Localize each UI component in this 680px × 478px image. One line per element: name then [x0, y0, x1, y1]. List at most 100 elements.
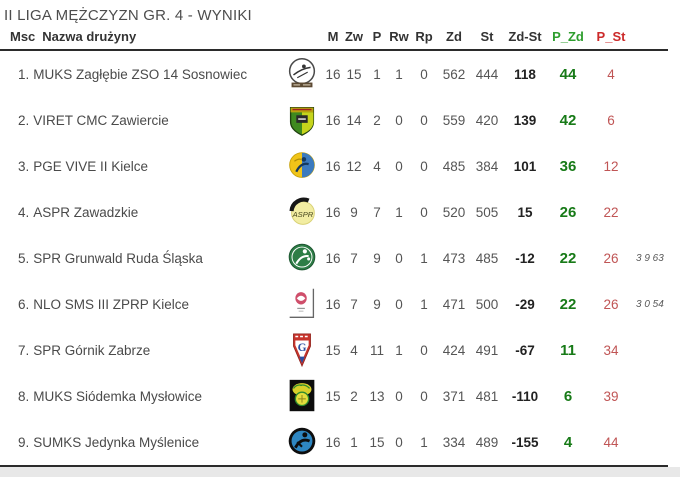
header-goals-for: Zd: [446, 29, 462, 44]
stat-extra: [632, 189, 668, 235]
stat-losses: 7: [373, 204, 381, 220]
stat-points-won: 42: [559, 111, 577, 129]
header-msc: Msc: [10, 29, 36, 44]
stat-draws-won: 0: [395, 112, 403, 128]
stat-points-lost: 34: [603, 342, 619, 358]
stat-losses: 9: [373, 250, 381, 266]
stat-goals-against: 489: [475, 434, 499, 450]
team-name: NLO SMS III ZPRP Kielce: [33, 296, 190, 312]
viret-zawiercie-logo-icon: [289, 106, 315, 136]
table-row: 3. PGE VIVE II Kielce 16 12 4 0 0 485 384…: [0, 143, 668, 189]
stat-draws-lost: 0: [420, 342, 428, 358]
team-name: MUKS Siódemka Mysłowice: [33, 388, 203, 404]
stat-goals-for: 485: [442, 158, 466, 174]
stat-goal-diff: 101: [513, 158, 537, 174]
team-name-cell: 8. MUKS Siódemka Mysłowice: [0, 373, 280, 419]
team-name-cell: 4. ASPR Zawadzkie: [0, 189, 280, 235]
team-name: SPR Górnik Zabrze: [33, 342, 151, 358]
stat-draws-lost: 1: [420, 250, 428, 266]
team-name-cell: 2. VIRET CMC Zawiercie: [0, 97, 280, 143]
team-rank: 9.: [18, 434, 30, 450]
stat-points-lost: 4: [607, 66, 615, 82]
stat-draws-won: 0: [395, 434, 403, 450]
table-row: 7. SPR Górnik Zabrze G 15 4 11 1 0 424 49…: [0, 327, 668, 373]
team-rank: 7.: [18, 342, 30, 358]
stat-draws-lost: 0: [420, 66, 428, 82]
aspr-zawadzkie-logo-icon: ASPR: [289, 197, 315, 225]
nlo-sms-zprp-logo-icon: [289, 288, 315, 318]
table-row: 4. ASPR Zawadzkie ASPR 16 9 7 1 0 520 505…: [0, 189, 668, 235]
stat-extra: [632, 97, 668, 143]
stat-goals-for: 473: [442, 250, 466, 266]
stat-points-won: 36: [559, 157, 577, 175]
header-draws-lost: Rp: [415, 29, 433, 44]
team-name: SPR Grunwald Ruda Śląska: [33, 250, 203, 266]
stat-draws-won: 1: [395, 204, 403, 220]
header-losses: P: [372, 29, 382, 44]
stat-losses: 1: [373, 66, 381, 82]
stat-matches: 16: [325, 112, 341, 128]
stat-draws-lost: 0: [420, 204, 428, 220]
header-points-lost: P_St: [596, 29, 626, 44]
stat-wins: 15: [346, 66, 362, 82]
stat-draws-won: 0: [395, 250, 403, 266]
stat-points-lost: 44: [603, 434, 619, 450]
team-logo-cell: [280, 143, 324, 189]
svg-text:ASPR: ASPR: [292, 210, 314, 219]
team-name-cell: 1. MUKS Zagłębie ZSO 14 Sosnowiec: [0, 50, 280, 97]
stat-extra: [632, 50, 668, 97]
team-rank: 6.: [18, 296, 30, 312]
stat-points-lost: 6: [607, 112, 615, 128]
team-name: VIRET CMC Zawiercie: [33, 112, 169, 128]
page-bottom-divider: [0, 467, 680, 477]
team-logo-cell: [280, 281, 324, 327]
stat-points-lost: 26: [603, 250, 619, 266]
stat-extra: [632, 373, 668, 419]
table-row: 9. SUMKS Jedynka Myślenice 16 1 15 0 1 33…: [0, 419, 668, 466]
stat-losses: 15: [369, 434, 385, 450]
stat-draws-won: 0: [395, 158, 403, 174]
header-msc-name: Msc Nazwa drużyny: [0, 27, 280, 50]
team-logo-cell: G: [280, 327, 324, 373]
header-points-won: P_Zd: [552, 29, 584, 44]
stat-losses: 11: [369, 342, 384, 358]
team-logo-cell: [280, 97, 324, 143]
header-team-name: Nazwa drużyny: [42, 29, 137, 44]
stat-goals-against: 384: [475, 158, 499, 174]
stat-wins: 7: [350, 250, 358, 266]
stat-goals-against: 485: [475, 250, 499, 266]
header-matches: M: [327, 29, 339, 44]
jedynka-myslenice-logo-icon: [288, 427, 316, 455]
stat-matches: 16: [325, 158, 341, 174]
stat-matches: 16: [325, 296, 341, 312]
stat-goals-against: 481: [475, 388, 499, 404]
stat-points-won: 22: [559, 295, 577, 313]
stat-goal-diff: -67: [515, 342, 535, 358]
stat-extra: 3 9 63: [636, 252, 664, 264]
stat-matches: 16: [325, 434, 341, 450]
team-rank: 8.: [18, 388, 30, 404]
stat-goals-for: 334: [442, 434, 466, 450]
header-goals-against: St: [480, 29, 494, 44]
stat-draws-won: 1: [395, 66, 403, 82]
stat-goal-diff: -29: [515, 296, 535, 312]
standings-table: Msc Nazwa drużyny M Zw P Rw Rp Zd St Zd-S…: [0, 27, 668, 467]
stat-draws-lost: 0: [420, 158, 428, 174]
stat-goals-against: 505: [475, 204, 499, 220]
team-rank: 5.: [18, 250, 30, 266]
stat-points-lost: 39: [603, 388, 619, 404]
stat-goal-diff: 118: [514, 66, 536, 82]
stat-matches: 15: [325, 342, 341, 358]
svg-text:G: G: [298, 342, 307, 354]
stat-wins: 14: [346, 112, 362, 128]
stat-points-won: 6: [563, 387, 573, 405]
header-draws-won: Rw: [389, 29, 409, 44]
gornik-zabrze-logo-icon: G: [293, 333, 311, 368]
team-name: SUMKS Jedynka Myślenice: [33, 434, 200, 450]
team-logo-cell: [280, 235, 324, 281]
team-rank: 4.: [18, 204, 30, 220]
stat-points-lost: 12: [603, 158, 619, 174]
team-logo-cell: ASPR: [280, 189, 324, 235]
stat-points-lost: 22: [603, 204, 619, 220]
stat-extra: [632, 419, 668, 466]
